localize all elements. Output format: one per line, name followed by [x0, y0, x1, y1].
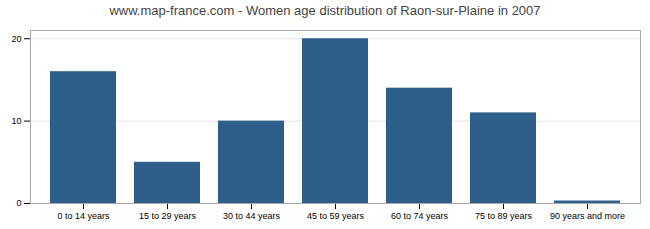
svg-text:15 to 29 years: 15 to 29 years — [139, 211, 197, 221]
svg-text:75 to 89 years: 75 to 89 years — [475, 211, 533, 221]
svg-text:60 to 74 years: 60 to 74 years — [391, 211, 449, 221]
svg-text:30 to 44 years: 30 to 44 years — [223, 211, 281, 221]
svg-text:45 to 59 years: 45 to 59 years — [307, 211, 365, 221]
svg-text:0 to 14 years: 0 to 14 years — [57, 211, 110, 221]
svg-text:90 years and more: 90 years and more — [550, 211, 625, 221]
svg-text:10: 10 — [11, 116, 21, 126]
svg-text:20: 20 — [11, 34, 21, 44]
svg-text:0: 0 — [16, 198, 21, 208]
html-text:www.map-france.com - Women age: www.map-france.com - Women age distribut… — [109, 3, 541, 18]
